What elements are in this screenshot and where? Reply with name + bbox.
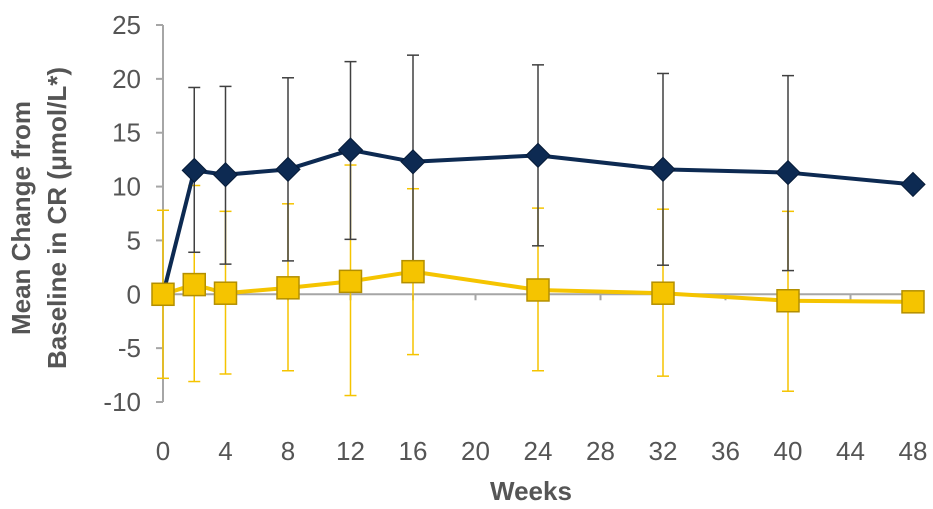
square-marker bbox=[182, 272, 206, 297]
series-line-dark bbox=[161, 147, 914, 295]
x-axis-title: Weeks bbox=[490, 476, 572, 506]
diamond-marker bbox=[775, 159, 801, 186]
y-tick-label: 20 bbox=[112, 64, 141, 94]
square-marker bbox=[401, 259, 425, 284]
square-marker bbox=[338, 269, 363, 294]
x-tick-label: 12 bbox=[336, 436, 365, 466]
x-tick-label: 4 bbox=[218, 436, 232, 466]
square-marker bbox=[213, 281, 238, 305]
square-marker bbox=[776, 288, 800, 313]
x-tick-label: 32 bbox=[649, 436, 678, 466]
y-tick-label: 15 bbox=[112, 118, 141, 148]
y-axis-title: Mean Change from Baseline in CR (μmol/L*) bbox=[6, 67, 72, 369]
diamond-marker bbox=[181, 157, 207, 184]
y-tick-label: 5 bbox=[127, 225, 141, 255]
series-lines bbox=[161, 147, 914, 304]
x-tick-label: 28 bbox=[586, 436, 615, 466]
x-tick-label: 40 bbox=[774, 436, 803, 466]
y-tick-label: 0 bbox=[127, 279, 141, 309]
series-line-gold bbox=[162, 269, 914, 304]
square-marker bbox=[276, 276, 300, 300]
y-tick-label: 10 bbox=[112, 172, 141, 202]
diamond-marker bbox=[275, 156, 301, 183]
diamond-marker bbox=[900, 171, 926, 198]
diamond-marker bbox=[212, 162, 239, 188]
data-markers bbox=[151, 137, 926, 314]
y-tick-label: 25 bbox=[112, 10, 141, 40]
diamond-marker bbox=[525, 142, 551, 169]
x-tick-label: 0 bbox=[156, 436, 170, 466]
x-tick-label: 44 bbox=[836, 436, 865, 466]
y-axis-title-line: Mean Change from bbox=[6, 101, 36, 335]
x-tick-label: 24 bbox=[524, 436, 553, 466]
diamond-marker bbox=[400, 149, 426, 175]
square-marker bbox=[151, 282, 175, 307]
diamond-marker bbox=[650, 156, 676, 183]
y-tick-label: -10 bbox=[103, 387, 141, 417]
x-tick-label: 16 bbox=[399, 436, 428, 466]
x-tick-label: 36 bbox=[711, 436, 740, 466]
axes bbox=[156, 24, 914, 403]
y-axis-title-line: Baseline in CR (μmol/L*) bbox=[42, 67, 72, 369]
y-tick-label: -5 bbox=[118, 333, 141, 363]
x-tick-label: 48 bbox=[899, 436, 928, 466]
x-tick-label: 20 bbox=[461, 436, 490, 466]
square-marker bbox=[901, 290, 925, 314]
diamond-marker bbox=[337, 137, 364, 163]
square-marker bbox=[651, 281, 675, 305]
x-tick-label: 8 bbox=[281, 436, 295, 466]
error-bars bbox=[157, 54, 794, 397]
square-marker bbox=[526, 278, 550, 302]
